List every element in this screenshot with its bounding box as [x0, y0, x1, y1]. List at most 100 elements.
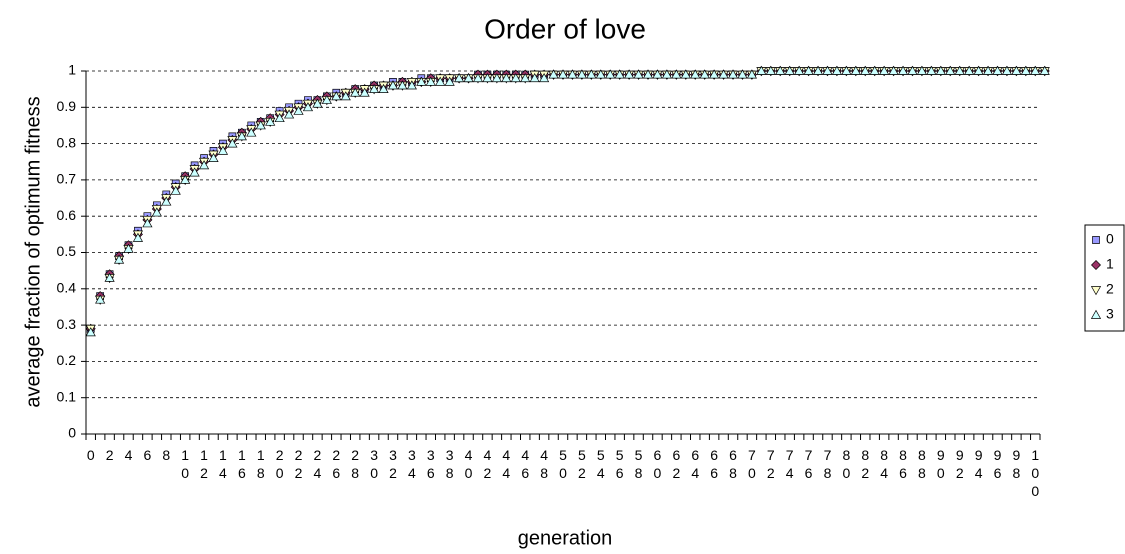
marker: [916, 65, 928, 75]
marker: [387, 80, 399, 90]
legend-label: 2: [1106, 281, 1114, 297]
marker: [973, 65, 984, 75]
marker: [510, 73, 521, 83]
marker: [444, 76, 455, 86]
marker: [95, 294, 106, 304]
legend-label: 0: [1106, 231, 1114, 247]
chart-title: Order of love: [484, 13, 646, 44]
marker: [879, 65, 890, 75]
marker: [926, 65, 937, 75]
marker: [964, 65, 975, 75]
marker: [860, 65, 871, 75]
marker: [557, 69, 569, 79]
y-tick-label: 0.9: [57, 98, 77, 114]
marker: [198, 160, 210, 170]
y-tick-label: 1: [68, 62, 76, 78]
x-tick-label: 6: [143, 447, 151, 463]
marker: [340, 91, 351, 101]
marker: [586, 69, 597, 79]
marker: [982, 65, 994, 75]
marker: [614, 69, 625, 79]
marker: [803, 65, 814, 75]
marker: [368, 83, 380, 93]
marker: [576, 69, 587, 79]
marker: [463, 73, 474, 83]
marker: [756, 65, 767, 75]
y-axis-title: average fraction of optimum fitness: [22, 96, 44, 407]
y-tick-label: 0.3: [57, 316, 77, 332]
marker: [869, 65, 880, 75]
legend-label: 3: [1106, 306, 1114, 322]
marker: [765, 65, 776, 75]
marker: [472, 73, 484, 83]
marker: [661, 69, 672, 79]
marker: [709, 69, 720, 79]
marker: [897, 65, 909, 75]
y-tick-label: 0: [68, 425, 76, 441]
y-tick-label: 0.8: [57, 134, 77, 150]
y-tick-label: 0.5: [57, 243, 77, 259]
marker: [737, 69, 748, 79]
marker: [850, 65, 861, 75]
legend-box: [1084, 224, 1125, 332]
marker: [699, 69, 710, 79]
marker: [170, 185, 181, 195]
marker: [935, 65, 946, 75]
marker: [350, 87, 361, 97]
x-tick-label: 4: [125, 447, 133, 463]
y-tick-label: 0.6: [57, 207, 77, 223]
marker: [189, 167, 200, 177]
marker: [690, 69, 701, 79]
marker: [425, 76, 436, 86]
marker: [812, 65, 824, 75]
marker: [208, 152, 219, 162]
marker: [302, 102, 314, 112]
marker: [227, 138, 238, 148]
marker: [992, 65, 1003, 75]
marker: [416, 76, 427, 86]
marker: [794, 65, 805, 75]
marker: [113, 254, 125, 264]
marker: [822, 65, 833, 75]
x-tick-label: 2: [106, 447, 114, 463]
x-tick-label: 0: [87, 447, 95, 463]
marker: [633, 69, 644, 79]
legend-marker: [1090, 309, 1102, 319]
marker: [312, 98, 323, 108]
x-axis-title: generation: [518, 527, 613, 549]
marker: [482, 73, 493, 83]
marker: [1001, 65, 1013, 75]
marker: [784, 65, 795, 75]
marker: [132, 232, 144, 242]
marker: [283, 109, 295, 119]
marker: [255, 120, 266, 130]
y-tick-label: 0.7: [57, 171, 77, 187]
marker: [274, 112, 285, 123]
marker: [1030, 65, 1041, 75]
marker: [454, 73, 465, 83]
marker: [888, 65, 899, 75]
marker: [180, 174, 191, 184]
